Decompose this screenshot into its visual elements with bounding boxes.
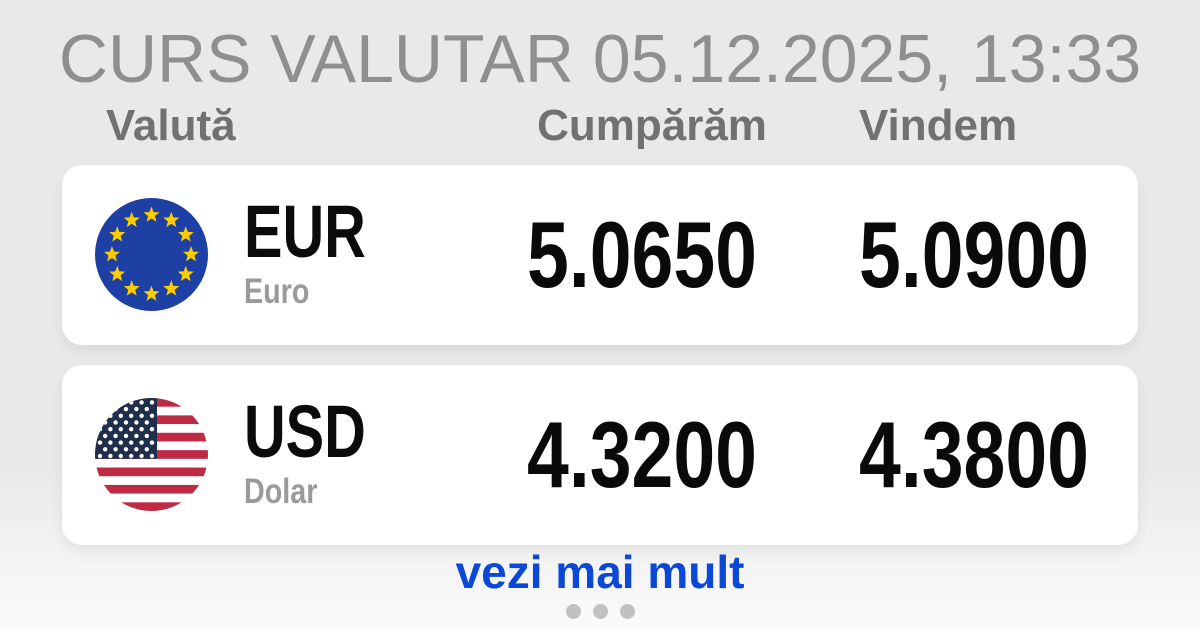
- carousel-dots: [0, 604, 1200, 619]
- currency-name: Dolar: [244, 472, 318, 511]
- sell-rate-eur: 5.0900: [858, 202, 1090, 307]
- currency-label-group: EUR Euro: [244, 190, 400, 311]
- page-title: CURS VALUTAR 05.12.2025, 13:33: [58, 21, 1142, 97]
- currency-code: USD: [244, 390, 366, 473]
- eu-flag-icon: [95, 198, 208, 311]
- carousel-dot[interactable]: [565, 604, 581, 619]
- column-header-currency: Valută: [106, 101, 236, 150]
- rate-row-eur: EUR Euro 5.0650 5.0900: [62, 165, 1138, 345]
- buy-rate-eur: 5.0650: [526, 202, 758, 307]
- table-header-row: Valută Cumpărăm Vindem: [0, 103, 1200, 149]
- buy-rate-usd: 4.3200: [526, 402, 758, 507]
- currency-label-group: USD Dolar: [244, 390, 400, 511]
- sell-rate-usd: 4.3800: [858, 402, 1090, 507]
- column-header-buy: Cumpărăm: [537, 101, 767, 150]
- carousel-dot[interactable]: [619, 604, 635, 619]
- carousel-dot[interactable]: [592, 604, 608, 619]
- currency-code: EUR: [244, 190, 366, 273]
- see-more-link[interactable]: vezi mai mult: [455, 546, 745, 598]
- column-header-sell: Vindem: [858, 101, 1018, 150]
- us-flag-icon: [95, 398, 208, 511]
- currency-name: Euro: [244, 272, 310, 311]
- rate-row-usd: USD Dolar 4.3200 4.3800: [62, 365, 1138, 545]
